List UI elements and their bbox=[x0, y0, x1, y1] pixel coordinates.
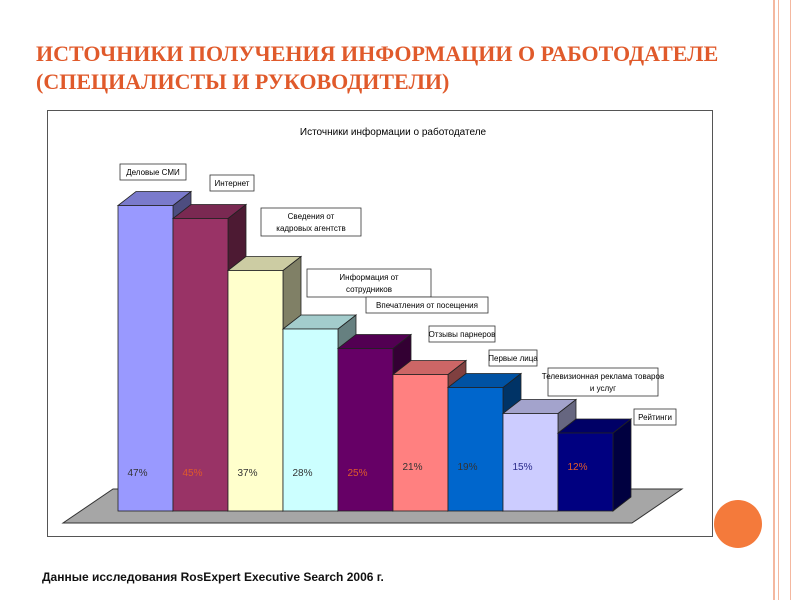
value-label-7: 19% bbox=[457, 462, 477, 473]
value-label-5: 25% bbox=[347, 468, 367, 479]
svg-text:сотрудников: сотрудников bbox=[346, 285, 392, 294]
category-label-2: Интернет bbox=[209, 174, 255, 192]
svg-text:Телевизионная реклама товаров: Телевизионная реклама товаров bbox=[542, 372, 664, 381]
category-label-1: Деловые СМИ bbox=[119, 163, 187, 181]
decorative-line-1 bbox=[773, 0, 775, 600]
bar-chart: Источники информации о работодателе 47% 4… bbox=[61, 126, 684, 524]
value-label-2: 45% bbox=[182, 468, 202, 479]
svg-text:и услуг: и услуг bbox=[590, 384, 616, 393]
chart-title: Источники информации о работодателе bbox=[300, 126, 487, 138]
slide-title: ИСТОЧНИКИ ПОЛУЧЕНИЯ ИНФОРМАЦИИ О РАБОТОД… bbox=[36, 40, 766, 96]
decorative-circle bbox=[714, 500, 762, 548]
category-label-4: Информация от сотрудников bbox=[306, 268, 432, 298]
svg-text:Интернет: Интернет bbox=[215, 179, 250, 188]
svg-text:Первые лица: Первые лица bbox=[488, 354, 538, 363]
category-label-8: Телевизионная реклама товаров и услуг bbox=[542, 367, 664, 397]
svg-text:Информация от: Информация от bbox=[339, 273, 398, 282]
svg-text:Рейтинги: Рейтинги bbox=[638, 413, 672, 422]
value-label-8: 15% bbox=[512, 462, 532, 473]
svg-text:Деловые СМИ: Деловые СМИ bbox=[126, 168, 180, 177]
category-label-3: Сведения от кадровых агентств bbox=[260, 207, 362, 237]
slide-title-line-1: ИСТОЧНИКИ ПОЛУЧЕНИЯ ИНФОРМАЦИИ О РАБОТОД… bbox=[36, 41, 719, 66]
value-label-6: 21% bbox=[402, 462, 422, 473]
category-label-9: Рейтинги bbox=[633, 408, 677, 426]
svg-text:Отзывы парнеров: Отзывы парнеров bbox=[429, 330, 496, 339]
decorative-line-2 bbox=[778, 0, 779, 600]
bar-9 bbox=[556, 418, 633, 512]
svg-text:кадровых агентств: кадровых агентств bbox=[276, 224, 345, 233]
category-label-7: Первые лица bbox=[488, 349, 538, 367]
value-label-4: 28% bbox=[292, 468, 312, 479]
value-label-9: 12% bbox=[567, 462, 587, 473]
svg-text:Сведения от: Сведения от bbox=[288, 212, 335, 221]
value-label-3: 37% bbox=[237, 468, 257, 479]
source-footnote: Данные исследования RosExpert Executive … bbox=[42, 570, 384, 584]
slide-title-line-2: (СПЕЦИАЛИСТЫ И РУКОВОДИТЕЛИ) bbox=[36, 69, 450, 94]
svg-text:Впечатления от посещения: Впечатления от посещения bbox=[376, 301, 478, 310]
value-label-1: 47% bbox=[127, 468, 147, 479]
category-label-5: Впечатления от посещения bbox=[365, 296, 489, 314]
decorative-line-3 bbox=[790, 0, 791, 600]
category-label-6: Отзывы парнеров bbox=[428, 325, 496, 343]
chart-frame: Источники информации о работодателе 47% 4… bbox=[47, 110, 713, 537]
